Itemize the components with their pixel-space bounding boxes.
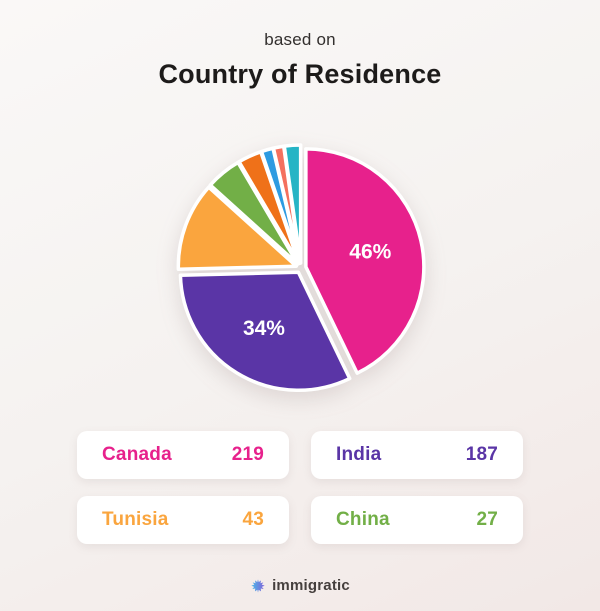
maple-leaf-icon xyxy=(251,578,265,593)
country-count: 219 xyxy=(231,444,264,465)
chart-title: Country of Residence xyxy=(158,59,442,89)
legend-card-china: China 27 xyxy=(311,496,523,544)
legend-cards: Canada 219 India 187 Tunisia 43 China 27 xyxy=(77,431,523,544)
legend-card-canada: Canada 219 xyxy=(77,431,289,479)
country-label: Canada xyxy=(102,444,172,465)
country-count: 43 xyxy=(242,509,264,530)
country-count: 187 xyxy=(465,444,498,465)
legend-card-india: India 187 xyxy=(311,431,523,479)
pie-chart: 46% 34% xyxy=(176,143,426,393)
pie-chart-area: 46% 34% xyxy=(0,120,600,432)
legend-card-tunisia: Tunisia 43 xyxy=(77,496,289,544)
brand-footer: immigratic xyxy=(0,577,600,594)
country-label: Tunisia xyxy=(102,509,169,530)
percent-label-canada: 46% xyxy=(349,241,391,264)
pie-slice-canada xyxy=(304,147,426,375)
pie-slice-tunisia xyxy=(176,185,299,272)
header: based on Country of Residence xyxy=(0,30,600,90)
chart-subtitle: based on xyxy=(264,30,336,49)
country-label: China xyxy=(336,509,390,530)
pie-slice-other-7 xyxy=(282,143,303,265)
country-count: 27 xyxy=(476,509,498,530)
brand-name: immigratic xyxy=(272,577,350,594)
percent-label-india: 34% xyxy=(243,317,285,340)
country-label: India xyxy=(336,444,382,465)
pie-slice-india xyxy=(178,270,352,393)
